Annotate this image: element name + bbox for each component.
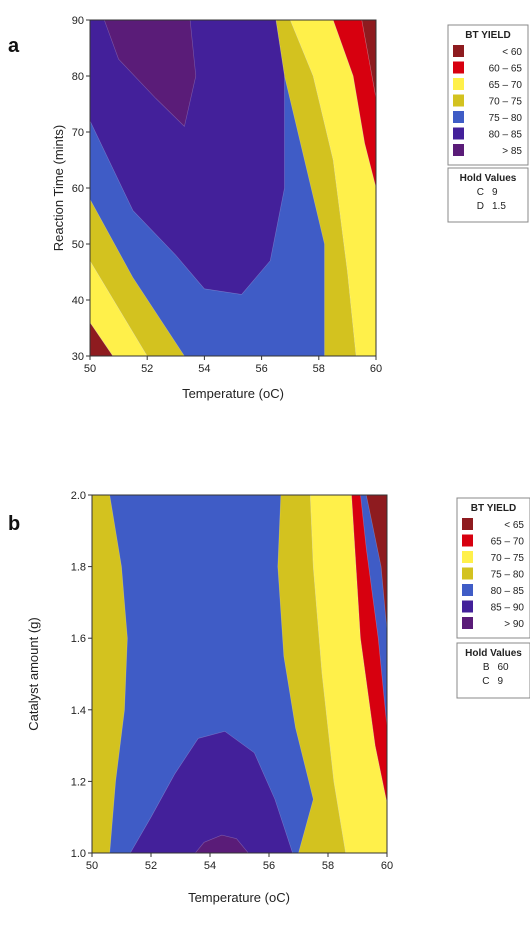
contour-region-65-70-2 [289, 20, 376, 356]
hold-values-title: Hold Values [465, 648, 522, 659]
x-tick-label: 54 [198, 363, 210, 375]
legend-label: 85 – 90 [491, 603, 525, 614]
legend-label: 60 – 65 [489, 64, 523, 75]
contour-region-70-75-3 [275, 20, 357, 356]
y-tick-label: 30 [72, 351, 84, 363]
hold-value-setting: 9 [492, 187, 498, 198]
legend-swatch [462, 567, 473, 580]
panel-letter: b [8, 513, 20, 535]
chart-panel-a: a 50 52 54 56 58 60 30 40 50 60 70 80 90 Temperature (… [8, 15, 529, 401]
contour-regions [90, 20, 376, 356]
contour-region-60-4 [90, 321, 114, 356]
x-tick-label: 52 [145, 860, 157, 872]
legend-label: > 85 [502, 146, 522, 157]
hold-values-title: Hold Values [460, 173, 517, 184]
x-tick-label: 58 [313, 363, 325, 375]
contour-region-80-85-7 [90, 20, 285, 295]
hold-value-setting: 1.5 [492, 201, 506, 212]
x-axis-title: Temperature (oC) [188, 890, 290, 905]
contour-region-65-4 [365, 495, 387, 632]
hold-value-setting: 60 [498, 662, 510, 673]
x-axis-title: Temperature (oC) [182, 386, 284, 401]
legend-swatch [462, 518, 473, 530]
hold-values-box [456, 642, 530, 699]
contour-region-90-6 [194, 834, 249, 853]
contour-region-75-80-0 [92, 495, 128, 853]
y-tick-label: 50 [72, 239, 84, 251]
legend-label: 65 – 70 [491, 537, 525, 548]
hold-value-factor: C [482, 676, 489, 687]
legend-label: 75 – 80 [489, 113, 523, 124]
hold-value-factor: D [477, 201, 484, 212]
plot-frame [91, 494, 388, 854]
legend-swatch [462, 551, 473, 563]
contour-regions [92, 495, 387, 853]
legend-swatch [453, 144, 464, 156]
x-tick-label: 56 [255, 363, 267, 375]
legend-swatch [453, 94, 464, 107]
x-tick-label: 58 [322, 860, 334, 872]
x-tick-label: 52 [141, 363, 153, 375]
contour-region-65-70-3 [351, 495, 387, 803]
y-tick-label: 1.8 [71, 562, 86, 574]
x-tick-label: 56 [263, 860, 275, 872]
legend-swatch [453, 127, 464, 140]
x-tick-label: 60 [381, 860, 393, 872]
hold-values: Hold Values B 60 C 9 [456, 642, 530, 699]
legend-swatch [453, 78, 464, 90]
contour-region-85-90-5 [129, 730, 293, 853]
y-axis-title: Catalyst amount (g) [26, 617, 41, 730]
contour-region-85-8 [103, 20, 197, 127]
legend-swatch [453, 45, 464, 57]
y-tick-label: 80 [72, 71, 84, 83]
hold-value-setting: 9 [498, 676, 504, 687]
x-tick-label: 60 [370, 363, 382, 375]
legend-label: 70 – 75 [491, 553, 525, 564]
legend-label: > 90 [504, 619, 524, 630]
contour-region-70-75-2 [309, 495, 387, 853]
y-tick-label: 40 [72, 295, 84, 307]
hold-value-factor: B [483, 662, 490, 673]
x-tick-label: 50 [86, 860, 98, 872]
y-tick-label: 1.4 [71, 705, 86, 717]
legend-label: 75 – 80 [491, 570, 525, 581]
legend-swatch [462, 600, 473, 613]
contour-region-70-75-6 [90, 199, 185, 356]
legend-label: 80 – 85 [491, 586, 525, 597]
x-tick-label: 50 [84, 363, 96, 375]
legend-swatch [462, 617, 473, 629]
y-axis-title: Reaction Time (mints) [51, 125, 66, 251]
legend: BT YIELD < 65 65 – 70 70 – 75 75 – 80 80 – 85… [456, 497, 530, 639]
legend-swatch [453, 111, 464, 123]
legend-swatch [453, 61, 464, 74]
hold-values: Hold Values C 9D 1.5 [447, 167, 529, 223]
legend-label: 80 – 85 [489, 130, 523, 141]
y-tick-label: 60 [72, 183, 84, 195]
legend-label: < 60 [502, 47, 522, 58]
y-tick-label: 2.0 [71, 490, 86, 502]
legend-label: < 65 [504, 520, 524, 531]
legend-title: BT YIELD [465, 30, 510, 41]
y-tick-label: 90 [72, 15, 84, 27]
legend-label: 70 – 75 [489, 97, 523, 108]
hold-values-box [447, 167, 529, 223]
y-tick-label: 70 [72, 127, 84, 139]
y-tick-label: 1.2 [71, 776, 86, 788]
chart-panel-b: b 50 52 54 56 58 60 1.0 1.2 1.4 1.6 1.8 2.0 Temperatu… [8, 490, 530, 905]
y-tick-label: 1.0 [71, 848, 86, 860]
x-tick-label: 54 [204, 860, 216, 872]
legend-title: BT YIELD [471, 503, 516, 514]
panel-letter: a [8, 35, 20, 57]
y-tick-label: 1.6 [71, 633, 86, 645]
legend-swatch [462, 534, 473, 547]
legend: BT YIELD < 60 60 – 65 65 – 70 70 – 75 75 – 80… [447, 24, 529, 166]
legend-swatch [462, 584, 473, 596]
legend-label: 65 – 70 [489, 80, 523, 91]
hold-value-factor: C [477, 187, 484, 198]
